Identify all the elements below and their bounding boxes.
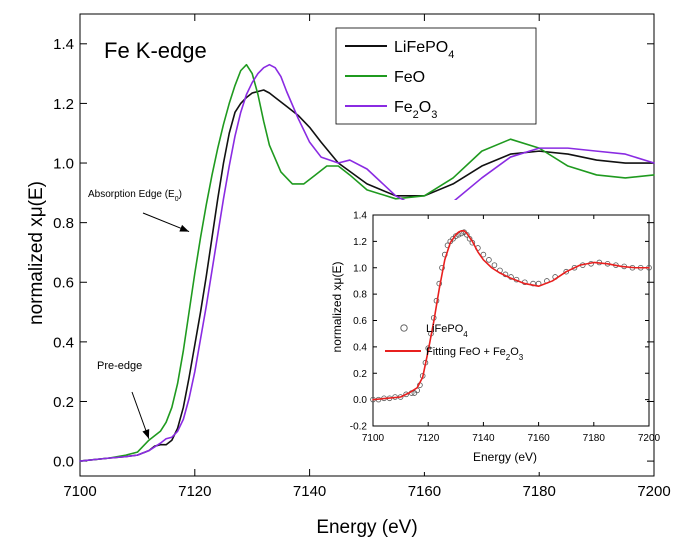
series-name-main: FeO	[394, 69, 425, 86]
absorption-edge-annotation-main: Absorption Edge (E	[88, 189, 175, 200]
main-x-tick-label: 7180	[523, 483, 556, 500]
absorption-edge-annotation-end: )	[179, 189, 182, 200]
absorption-edge-arrowhead	[179, 224, 190, 232]
inset-y-tick-label: 0.2	[353, 369, 367, 380]
inset-y-tick-label: -0.2	[350, 422, 368, 433]
inset-series-group	[370, 229, 652, 403]
inset-y-tick-label: 1.2	[353, 237, 367, 248]
inset-x-tick-label: 7140	[472, 433, 495, 444]
x-axis-label: Energy (eV)	[316, 517, 417, 538]
inset-data-point	[403, 391, 409, 398]
inset-x-tick-label: 7200	[638, 433, 661, 444]
series-line-feo	[79, 63, 655, 462]
inset-x-tick-label: 7160	[527, 433, 550, 444]
inset-y-tick-label: 1.4	[353, 211, 367, 222]
main-y-tick-label: 1.2	[53, 96, 74, 113]
inset-x-tick-label: 7120	[417, 433, 440, 444]
main-plot-frame	[79, 13, 655, 477]
main-y-tick-label: 0.0	[53, 453, 74, 470]
inset-y-tick-label: 1.0	[353, 263, 367, 274]
chart-title: Fe K-edge	[104, 38, 207, 63]
y-axis-label: normalized xμ(E)	[26, 181, 47, 325]
inset-data-point	[563, 268, 569, 275]
inset-legend-label: LiFePO4	[426, 323, 468, 339]
inset-data-point	[530, 280, 536, 287]
inset-y-tick-label: 0.0	[353, 395, 367, 406]
inset-x-tick-label: 7180	[583, 433, 606, 444]
absorption-edge-annotation-sub: 0	[175, 196, 179, 203]
series-name-sub: 4	[463, 330, 468, 339]
series-name-main: LiFePO	[394, 39, 448, 56]
series-name-sub: 4	[448, 49, 454, 61]
main-y-axis-ticks: 0.0 0.2 0.4 0.6 0.8 1.0 1.2 1.4	[53, 36, 654, 470]
main-x-tick-label: 7200	[637, 483, 670, 500]
inset-data-point	[491, 262, 498, 268]
main-y-tick-label: 0.6	[53, 275, 74, 292]
legend-label: LiFePO4	[394, 39, 454, 61]
inset-y-tick-label: 0.8	[353, 290, 367, 301]
inset-data-point	[486, 257, 492, 263]
main-y-tick-label: 1.4	[53, 36, 74, 53]
inset-legend-label: Fitting FeO + Fe2O3	[426, 346, 524, 362]
pre-edge-annotation: Pre-edge	[97, 360, 142, 372]
series-name-main: LiFePO	[426, 323, 464, 335]
inset-y-tick-label: 0.6	[353, 316, 367, 327]
series-name-main2: O	[419, 99, 431, 116]
main-x-tick-label: 7140	[293, 483, 326, 500]
series-name-main2: O	[510, 346, 519, 358]
pre-edge-arrowhead	[142, 429, 150, 439]
main-x-tick-label: 7120	[178, 483, 211, 500]
series-name-main: Fitting FeO + Fe	[426, 346, 506, 358]
legend-label: Fe2O3	[394, 99, 437, 121]
absorption-edge-annotation: Absorption Edge (E0)	[88, 189, 182, 203]
main-y-tick-label: 0.8	[53, 215, 74, 232]
legend-label: FeO	[394, 69, 425, 86]
main-x-tick-label: 7100	[63, 483, 96, 500]
series-name-sub2: 3	[519, 353, 524, 362]
main-y-tick-label: 0.4	[53, 334, 74, 351]
series-name-main: Fe	[394, 99, 413, 116]
inset-legend-entries: LiFePO4 Fitting FeO + Fe2O3	[385, 323, 524, 362]
inset-y-tick-label: 0.4	[353, 342, 367, 353]
annotations: Absorption Edge (E0) Pre-edge	[88, 189, 190, 439]
inset-y-axis-ticks: -0.2 0.0 0.2 0.4 0.6 0.8 1.0 1.2 1.4	[350, 211, 649, 433]
main-plot: 7100 7120 7140 7160 7180 7200 0.0 0.2 0.4 0.6 0.8…	[26, 13, 671, 538]
main-x-axis-ticks: 7100 7120 7140 7160 7180 7200	[63, 14, 671, 500]
inset-legend-marker	[400, 324, 408, 332]
inset-x-axis-label: Energy (eV)	[473, 450, 537, 464]
main-y-tick-label: 0.2	[53, 394, 74, 411]
main-y-tick-label: 1.0	[53, 155, 74, 172]
inset-data-point	[571, 264, 578, 271]
series-name-sub: 2	[413, 109, 419, 121]
inset-data-point	[480, 251, 487, 258]
series-line-lifepo4	[79, 89, 655, 462]
main-x-tick-label: 7160	[408, 483, 441, 500]
inset-y-axis-label: normalized xμ(E)	[330, 262, 344, 353]
series-name-sub2: 3	[431, 109, 437, 121]
inset-x-tick-label: 7100	[362, 433, 385, 444]
inset-plot: 7100 7120 7140 7160 7180 7200 -0.2 0.0 0.2 0.4 0.…	[312, 200, 661, 472]
inset-fit-line	[372, 230, 650, 401]
inset-legend: LiFePO4 Fitting FeO + Fe2O3	[385, 323, 524, 362]
inset-x-axis-ticks: 7100 7120 7140 7160 7180 7200	[362, 215, 661, 444]
series-name-sub: 2	[506, 353, 511, 362]
